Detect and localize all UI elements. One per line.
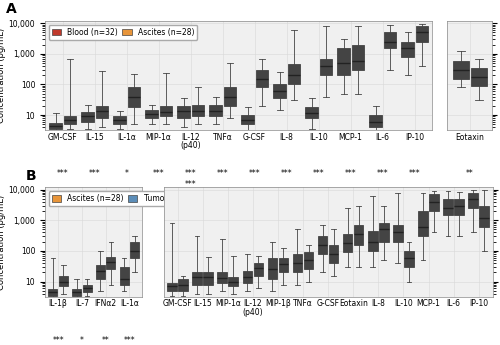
PathPatch shape: [318, 236, 328, 254]
PathPatch shape: [288, 65, 300, 85]
PathPatch shape: [130, 241, 139, 258]
PathPatch shape: [210, 105, 222, 117]
Text: ***: ***: [52, 336, 64, 345]
PathPatch shape: [128, 87, 140, 107]
PathPatch shape: [480, 206, 489, 227]
PathPatch shape: [402, 42, 413, 57]
PathPatch shape: [160, 106, 172, 117]
PathPatch shape: [352, 45, 364, 70]
Text: *: *: [124, 169, 128, 178]
PathPatch shape: [48, 289, 58, 296]
PathPatch shape: [96, 265, 105, 279]
PathPatch shape: [146, 110, 158, 118]
Text: B: B: [26, 169, 36, 183]
PathPatch shape: [453, 61, 468, 79]
PathPatch shape: [228, 277, 238, 286]
PathPatch shape: [268, 258, 277, 279]
PathPatch shape: [96, 106, 108, 118]
Text: ***: ***: [409, 169, 420, 178]
PathPatch shape: [379, 223, 388, 241]
PathPatch shape: [192, 105, 203, 117]
PathPatch shape: [384, 32, 396, 48]
PathPatch shape: [59, 276, 68, 286]
PathPatch shape: [354, 225, 364, 246]
PathPatch shape: [278, 258, 288, 272]
PathPatch shape: [370, 115, 382, 127]
Text: A: A: [6, 2, 17, 16]
PathPatch shape: [167, 283, 177, 291]
PathPatch shape: [416, 26, 428, 42]
PathPatch shape: [82, 285, 92, 292]
Y-axis label: Concentration (pg/mL): Concentration (pg/mL): [0, 28, 6, 123]
PathPatch shape: [50, 123, 62, 129]
Text: **: **: [102, 336, 110, 345]
PathPatch shape: [242, 115, 254, 124]
Text: **: **: [466, 169, 474, 178]
PathPatch shape: [343, 234, 352, 252]
PathPatch shape: [393, 225, 402, 241]
Text: ***: ***: [313, 169, 324, 178]
PathPatch shape: [338, 48, 349, 75]
PathPatch shape: [178, 279, 188, 291]
Text: ***: ***: [217, 169, 228, 178]
Text: ***: ***: [185, 180, 196, 189]
PathPatch shape: [292, 254, 302, 272]
PathPatch shape: [306, 107, 318, 118]
PathPatch shape: [106, 257, 116, 269]
Legend: Blood (n=32), Ascites (n=28): Blood (n=32), Ascites (n=28): [49, 24, 198, 40]
PathPatch shape: [304, 252, 314, 269]
PathPatch shape: [224, 87, 235, 106]
PathPatch shape: [242, 271, 252, 283]
Text: ***: ***: [249, 169, 260, 178]
Text: ***: ***: [57, 169, 68, 178]
PathPatch shape: [254, 263, 263, 276]
Text: *: *: [80, 336, 84, 345]
PathPatch shape: [274, 85, 285, 98]
PathPatch shape: [256, 70, 268, 87]
PathPatch shape: [418, 211, 428, 236]
PathPatch shape: [471, 68, 487, 86]
PathPatch shape: [320, 59, 332, 75]
PathPatch shape: [468, 193, 478, 208]
PathPatch shape: [454, 199, 464, 215]
PathPatch shape: [444, 199, 453, 215]
PathPatch shape: [204, 272, 213, 285]
Text: ***: ***: [377, 169, 388, 178]
PathPatch shape: [64, 117, 76, 124]
PathPatch shape: [430, 194, 439, 211]
PathPatch shape: [329, 246, 338, 263]
Y-axis label: Concentration (pg/mL): Concentration (pg/mL): [0, 194, 6, 289]
Text: ***: ***: [185, 169, 196, 178]
PathPatch shape: [218, 272, 227, 283]
Text: ***: ***: [345, 169, 356, 178]
Legend: Ascites (n=28), Tumor (n=32): Ascites (n=28), Tumor (n=32): [49, 191, 200, 206]
PathPatch shape: [404, 251, 413, 267]
PathPatch shape: [82, 111, 94, 122]
PathPatch shape: [72, 289, 81, 296]
PathPatch shape: [120, 267, 128, 285]
PathPatch shape: [192, 272, 202, 285]
Text: ***: ***: [281, 169, 292, 178]
Text: ***: ***: [124, 336, 135, 345]
PathPatch shape: [178, 106, 190, 118]
PathPatch shape: [114, 117, 126, 124]
PathPatch shape: [368, 231, 378, 251]
Text: ***: ***: [89, 169, 101, 178]
Text: ***: ***: [153, 169, 164, 178]
